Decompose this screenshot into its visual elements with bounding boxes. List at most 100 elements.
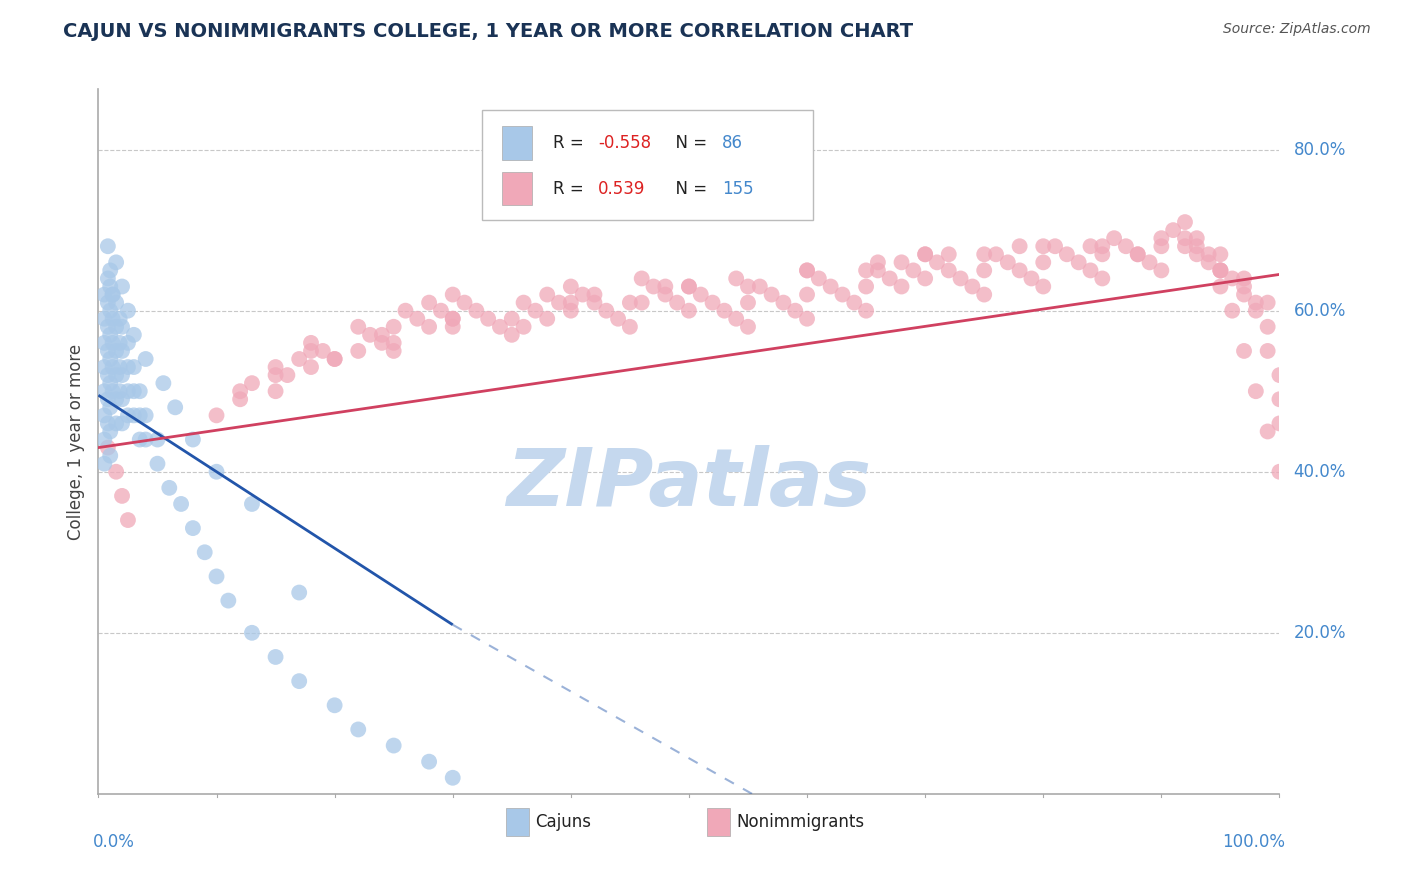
Bar <box>502 126 531 160</box>
Point <box>453 295 475 310</box>
Bar <box>707 808 730 836</box>
Point <box>93 409 115 423</box>
Point <box>117 513 139 527</box>
Point <box>1150 231 1173 245</box>
Point <box>264 359 287 374</box>
Point <box>524 303 547 318</box>
Point <box>105 465 128 479</box>
Point <box>441 319 464 334</box>
Point <box>93 335 115 350</box>
Point <box>796 263 818 277</box>
Point <box>347 723 370 737</box>
Point <box>111 343 134 358</box>
Point <box>489 319 512 334</box>
Point <box>98 351 121 366</box>
Point <box>1021 271 1043 285</box>
Point <box>1244 295 1267 310</box>
Text: 100.0%: 100.0% <box>1222 832 1285 851</box>
Point <box>1233 279 1256 293</box>
Point <box>312 343 335 358</box>
Point <box>205 569 228 583</box>
Point <box>108 359 131 374</box>
Point <box>1043 239 1066 253</box>
Point <box>98 263 121 277</box>
Point <box>807 271 830 285</box>
Point <box>441 311 464 326</box>
Point <box>264 650 287 665</box>
Point <box>866 255 889 269</box>
Point <box>1198 255 1220 269</box>
Point <box>630 271 652 285</box>
Point <box>1126 247 1149 261</box>
Point <box>165 401 187 415</box>
Point <box>240 497 263 511</box>
Point <box>93 311 115 326</box>
Point <box>128 409 150 423</box>
Point <box>98 303 121 318</box>
Point <box>737 319 759 334</box>
Point <box>1008 263 1031 277</box>
Point <box>1174 215 1197 229</box>
Point <box>1257 425 1279 439</box>
Point <box>205 465 228 479</box>
Point <box>98 425 121 439</box>
Text: 0.539: 0.539 <box>598 179 645 197</box>
Point <box>157 481 180 495</box>
Point <box>643 279 665 293</box>
Point <box>1233 271 1256 285</box>
Point <box>135 433 157 447</box>
Point <box>170 497 193 511</box>
Point <box>98 401 121 415</box>
Point <box>105 368 128 383</box>
Point <box>571 287 593 301</box>
Point <box>938 247 960 261</box>
Point <box>299 343 322 358</box>
Point <box>418 319 440 334</box>
Point <box>146 457 169 471</box>
Point <box>111 319 134 334</box>
Point <box>1209 279 1232 293</box>
Point <box>1233 287 1256 301</box>
Point <box>654 287 676 301</box>
Point <box>831 287 853 301</box>
Point <box>430 303 453 318</box>
Point <box>98 449 121 463</box>
Point <box>98 327 121 342</box>
Point <box>914 247 936 261</box>
Point <box>97 239 120 253</box>
Point <box>229 384 252 399</box>
Point <box>973 247 995 261</box>
Text: 60.0%: 60.0% <box>1294 301 1346 319</box>
Bar <box>502 171 531 205</box>
Point <box>117 359 139 374</box>
Point <box>93 457 115 471</box>
Point <box>772 295 794 310</box>
Point <box>371 335 394 350</box>
Point <box>108 384 131 399</box>
Point <box>1032 239 1054 253</box>
Point <box>111 392 134 407</box>
Point <box>903 263 925 277</box>
Text: Nonimmigrants: Nonimmigrants <box>737 814 865 831</box>
Point <box>146 433 169 447</box>
Point <box>890 279 912 293</box>
Text: 0.0%: 0.0% <box>93 832 135 851</box>
Point <box>111 279 134 293</box>
Text: Source: ZipAtlas.com: Source: ZipAtlas.com <box>1223 22 1371 37</box>
Point <box>796 311 818 326</box>
Point <box>93 287 115 301</box>
Point <box>914 271 936 285</box>
Point <box>702 295 724 310</box>
Point <box>1174 239 1197 253</box>
Point <box>1091 271 1114 285</box>
Point <box>1067 255 1090 269</box>
Point <box>93 384 115 399</box>
Point <box>984 247 1007 261</box>
Point <box>796 263 818 277</box>
Point <box>97 441 120 455</box>
Point <box>1244 303 1267 318</box>
Point <box>105 343 128 358</box>
Point <box>1102 231 1125 245</box>
Point <box>1185 231 1208 245</box>
Point <box>93 433 115 447</box>
